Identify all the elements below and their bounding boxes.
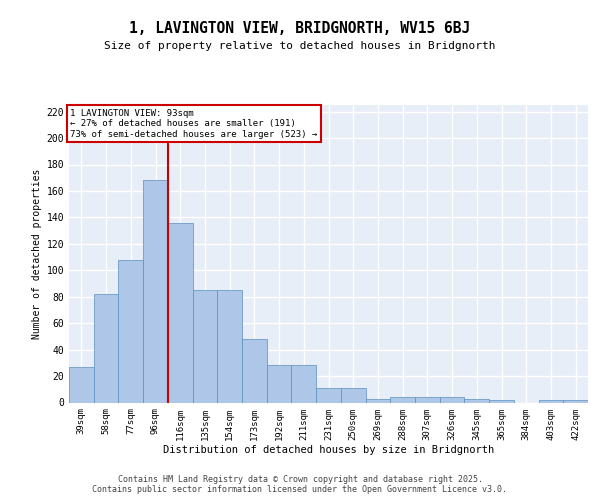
Bar bbox=[242, 339, 267, 402]
Bar bbox=[415, 397, 440, 402]
Bar bbox=[168, 222, 193, 402]
X-axis label: Distribution of detached houses by size in Bridgnorth: Distribution of detached houses by size … bbox=[163, 445, 494, 455]
Bar bbox=[341, 388, 365, 402]
Bar bbox=[489, 400, 514, 402]
Bar bbox=[464, 398, 489, 402]
Bar bbox=[193, 290, 217, 403]
Y-axis label: Number of detached properties: Number of detached properties bbox=[32, 168, 43, 339]
Bar bbox=[217, 290, 242, 403]
Bar bbox=[563, 400, 588, 402]
Bar bbox=[390, 397, 415, 402]
Bar bbox=[440, 397, 464, 402]
Text: Size of property relative to detached houses in Bridgnorth: Size of property relative to detached ho… bbox=[104, 41, 496, 51]
Bar bbox=[118, 260, 143, 402]
Bar bbox=[292, 366, 316, 403]
Text: Contains HM Land Registry data © Crown copyright and database right 2025.
Contai: Contains HM Land Registry data © Crown c… bbox=[92, 474, 508, 494]
Bar bbox=[267, 366, 292, 403]
Text: 1, LAVINGTON VIEW, BRIDGNORTH, WV15 6BJ: 1, LAVINGTON VIEW, BRIDGNORTH, WV15 6BJ bbox=[130, 21, 470, 36]
Bar bbox=[539, 400, 563, 402]
Bar bbox=[69, 367, 94, 402]
Bar bbox=[143, 180, 168, 402]
Bar bbox=[365, 398, 390, 402]
Bar bbox=[316, 388, 341, 402]
Bar bbox=[94, 294, 118, 403]
Text: 1 LAVINGTON VIEW: 93sqm
← 27% of detached houses are smaller (191)
73% of semi-d: 1 LAVINGTON VIEW: 93sqm ← 27% of detache… bbox=[70, 109, 317, 139]
